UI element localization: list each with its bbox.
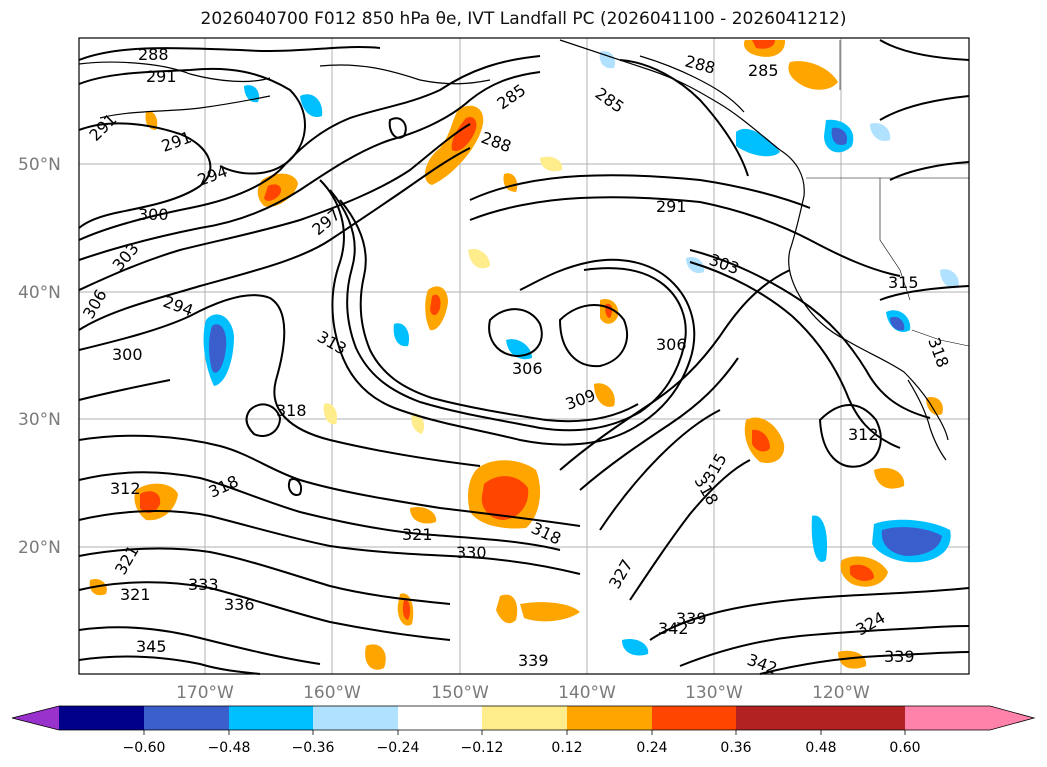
colorbar-segment (482, 706, 567, 730)
contour-label: 315 (888, 273, 919, 292)
colorbar-segment (736, 706, 821, 730)
colorbar-tick-label: −0.24 (377, 740, 420, 756)
map-border (78, 37, 970, 675)
colorbar-segment (59, 706, 144, 730)
colorbar-segment (313, 706, 398, 730)
colorbar-outline (11, 705, 1036, 731)
colorbar: −0.60 −0.48 −0.36 −0.24 −0.12 0.12 0.24 … (11, 705, 1036, 756)
contour-label: 336 (224, 595, 255, 614)
contour-label: 333 (188, 575, 219, 594)
lon-label: 130°W (685, 683, 743, 703)
colorbar-tick-label: 0.24 (636, 740, 667, 756)
contour-label: 339 (676, 609, 707, 628)
contour-label: 318 (276, 401, 307, 420)
colorbar-tick-label: −0.36 (292, 740, 335, 756)
lat-label: 30°N (18, 410, 61, 430)
colorbar-segment (144, 706, 229, 730)
colorbar-segment (229, 706, 313, 730)
contour-label: 330 (456, 543, 487, 562)
lon-label: 140°W (558, 683, 616, 703)
colorbar-tick-label: 0.60 (889, 740, 920, 756)
contour-label: 300 (112, 345, 143, 364)
lat-label: 40°N (18, 283, 61, 303)
contour-label: 342 (658, 619, 689, 638)
theta-e-contours (78, 39, 970, 675)
lon-label: 150°W (431, 683, 489, 703)
contour-label: 306 (512, 359, 543, 378)
colorbar-tick-label: 0.36 (720, 740, 751, 756)
lat-label: 50°N (18, 155, 61, 175)
political-borders (806, 40, 970, 347)
lon-label: 160°W (303, 683, 361, 703)
longitude-axis: 170°W 160°W 150°W 140°W 130°W 120°W (176, 683, 870, 703)
lat-label: 20°N (18, 538, 61, 558)
latitude-axis: 50°N 40°N 30°N 20°N (18, 155, 61, 558)
contour-label: 285 (748, 61, 779, 80)
coastlines (78, 39, 949, 461)
colorbar-tick-label: 0.12 (551, 740, 582, 756)
colorbar-segment (652, 706, 736, 730)
colorbar-tick-label: −0.12 (461, 740, 504, 756)
colorbar-min-extend (12, 706, 59, 730)
contour-label: 288 (138, 45, 169, 64)
contour-label: 339 (884, 647, 915, 666)
colorbar-segment (567, 706, 652, 730)
contour-label: 345 (136, 637, 167, 656)
colorbar-segment (398, 706, 482, 730)
contour-label: 321 (120, 585, 151, 604)
ivt-pc-negative-shading (203, 51, 959, 656)
lon-label: 120°W (812, 683, 870, 703)
map-title: 2026040700 F012 850 hPa θe, IVT Landfall… (200, 9, 847, 29)
contour-label: 339 (518, 651, 549, 670)
contour-label: 321 (402, 525, 433, 544)
contour-label: 306 (656, 335, 687, 354)
contour-label: 312 (848, 425, 879, 444)
contour-label: 291 (656, 197, 687, 216)
lon-label: 170°W (176, 683, 234, 703)
colorbar-tick-label: 0.48 (805, 740, 836, 756)
contour-label: 312 (110, 479, 141, 498)
colorbar-tick-label: −0.48 (208, 740, 251, 756)
contour-label: 291 (146, 67, 177, 86)
contour-label: 300 (138, 205, 169, 224)
colorbar-tick-label: −0.60 (123, 740, 166, 756)
colorbar-segment (821, 706, 905, 730)
